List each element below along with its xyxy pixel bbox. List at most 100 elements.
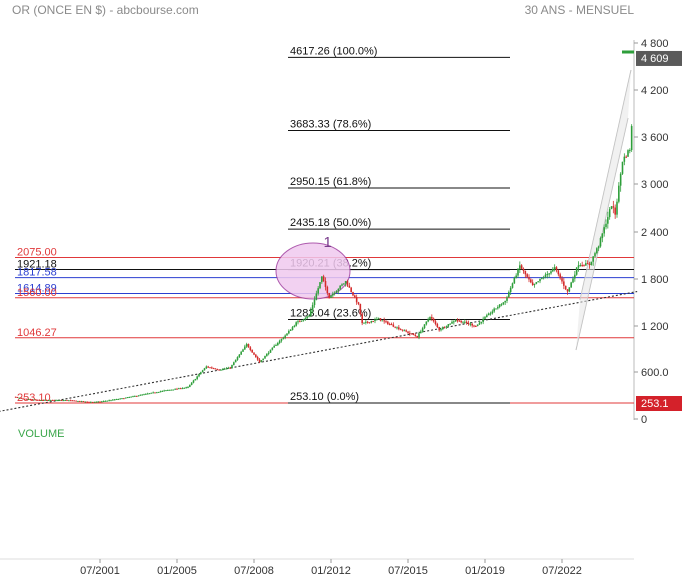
candle-body — [222, 368, 224, 370]
candle-body — [500, 304, 503, 306]
candle-body — [35, 399, 37, 401]
candle-body — [387, 321, 389, 325]
candle-body — [55, 400, 57, 402]
candle-body — [194, 378, 197, 381]
y-axis: 4 800 4 200 3 600 3 000 2 400 1 800 1 200 600.0… — [622, 38, 682, 426]
level-label-4: 1560.00 — [17, 287, 57, 299]
candle-body — [608, 209, 611, 218]
candle-body — [27, 399, 30, 401]
candle-body — [511, 283, 514, 288]
candle-body — [141, 394, 143, 396]
candle-body — [553, 267, 556, 269]
candle-body — [190, 382, 193, 385]
candle-body — [438, 327, 440, 331]
candle-body — [209, 367, 211, 369]
candle-body — [405, 330, 407, 332]
candle-body — [385, 321, 387, 323]
y-tick-label: 4 200 — [641, 85, 669, 97]
candle-body — [509, 287, 512, 293]
candle-body — [484, 317, 486, 319]
annotations: 1 — [324, 234, 332, 251]
candle-body — [286, 333, 288, 336]
candle-body — [396, 327, 398, 329]
candle-body — [181, 388, 184, 390]
candle-body — [467, 322, 470, 325]
candle-body — [366, 321, 369, 323]
candle-body — [315, 293, 318, 300]
candle-body — [124, 397, 127, 399]
candle-body — [220, 369, 222, 371]
candle-body — [489, 313, 492, 315]
candle-body — [597, 246, 600, 249]
candle-body — [225, 368, 228, 370]
candle-body — [581, 265, 583, 267]
candle-body — [618, 185, 620, 202]
candle-body — [476, 324, 479, 327]
candle-body — [451, 321, 453, 324]
candle-body — [317, 288, 319, 294]
candle-body — [247, 344, 250, 348]
candle-body — [557, 270, 560, 275]
candle-body — [150, 392, 153, 394]
candle-body — [542, 277, 545, 279]
candle-body — [275, 345, 277, 347]
candle-body — [185, 387, 187, 389]
candle-body — [137, 395, 140, 397]
candle-body — [522, 268, 525, 271]
candle-body — [102, 401, 105, 403]
candle-body — [253, 352, 255, 355]
y-tick-label: 2 400 — [641, 227, 669, 239]
candle-body — [350, 287, 352, 293]
x-tick-label: 07/2008 — [234, 565, 274, 577]
candle-body — [233, 362, 235, 365]
wave-label-0: 1 — [324, 234, 332, 251]
candle-body — [533, 283, 536, 286]
candle-body — [212, 368, 215, 370]
candle-body — [427, 319, 429, 322]
candle-body — [189, 384, 191, 387]
x-tick-label: 01/2012 — [311, 565, 351, 577]
candle-body — [486, 315, 488, 318]
candle-body — [134, 395, 136, 397]
candle-body — [240, 351, 242, 355]
candle-body — [18, 397, 21, 399]
candle-body — [260, 360, 263, 363]
candle-body — [583, 265, 585, 267]
candle-body — [352, 292, 354, 296]
candle-body — [498, 304, 501, 307]
candle-body — [310, 310, 312, 316]
candle-body — [564, 285, 567, 290]
candle-body — [236, 357, 239, 360]
candle-body — [44, 399, 46, 401]
candle-body — [157, 391, 160, 393]
candle-body — [223, 368, 226, 370]
candle-body — [541, 278, 543, 280]
candle-body — [242, 349, 244, 352]
candle-body — [75, 400, 77, 402]
volume-label: VOLUME — [18, 428, 65, 440]
candle-body — [495, 308, 497, 310]
candle-body — [183, 387, 186, 389]
candle-body — [57, 400, 59, 402]
candle-body — [110, 400, 112, 402]
candle-body — [603, 227, 605, 234]
candle-body — [508, 292, 510, 298]
candle-body — [519, 265, 521, 269]
candles — [14, 124, 633, 403]
candle-body — [513, 277, 516, 284]
candle-body — [465, 321, 468, 323]
candle-body — [570, 282, 572, 288]
candle-body — [22, 398, 24, 400]
candle-body — [143, 394, 145, 396]
candle-body — [491, 311, 494, 314]
candle-body — [621, 161, 624, 174]
candle-body — [379, 318, 382, 321]
candle-body — [167, 389, 169, 391]
candle-body — [414, 335, 417, 337]
candle-body — [429, 316, 431, 320]
x-tick-label: 01/2019 — [465, 565, 505, 577]
candle-body — [269, 349, 272, 353]
candle-body — [368, 322, 371, 324]
candle-body — [264, 355, 266, 359]
